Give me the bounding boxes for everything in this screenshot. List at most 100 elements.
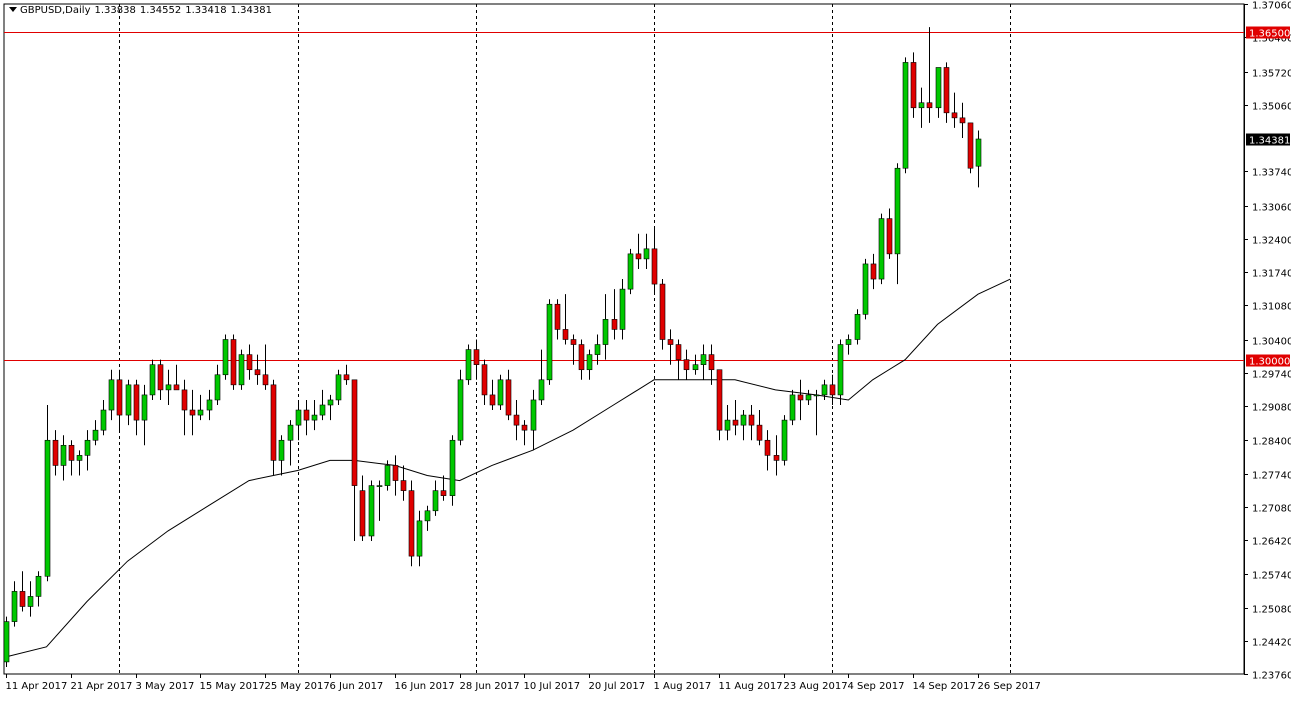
candle[interactable]: [700, 344, 707, 380]
candle[interactable]: [513, 399, 520, 441]
candle[interactable]: [505, 369, 512, 421]
candle[interactable]: [862, 258, 869, 320]
candle[interactable]: [870, 253, 877, 290]
candle[interactable]: [165, 369, 172, 405]
dropdown-triangle-icon[interactable]: [9, 7, 17, 12]
candle[interactable]: [230, 334, 237, 390]
candle[interactable]: [222, 334, 229, 380]
candle[interactable]: [27, 581, 34, 617]
candle[interactable]: [497, 374, 504, 411]
candle[interactable]: [246, 344, 253, 380]
candle[interactable]: [303, 399, 310, 436]
candle[interactable]: [52, 430, 59, 476]
candle[interactable]: [748, 404, 755, 441]
candle[interactable]: [659, 279, 666, 350]
candle[interactable]: [108, 369, 115, 421]
candle[interactable]: [886, 208, 893, 259]
candle[interactable]: [594, 334, 601, 365]
candle[interactable]: [400, 465, 407, 501]
candle[interactable]: [627, 248, 634, 295]
candle[interactable]: [68, 440, 75, 476]
candle[interactable]: [675, 339, 682, 380]
candle[interactable]: [926, 27, 933, 123]
candle[interactable]: [481, 359, 488, 405]
candle[interactable]: [416, 510, 423, 567]
candle[interactable]: [797, 379, 804, 421]
candle[interactable]: [254, 354, 261, 385]
candle[interactable]: [878, 213, 885, 285]
candle[interactable]: [538, 349, 545, 405]
candle[interactable]: [562, 294, 569, 345]
candle[interactable]: [781, 415, 788, 466]
candle[interactable]: [943, 62, 950, 123]
candle[interactable]: [829, 374, 836, 405]
candle[interactable]: [270, 379, 277, 476]
candle[interactable]: [546, 299, 553, 385]
candle[interactable]: [327, 394, 334, 421]
candle[interactable]: [764, 430, 771, 471]
candle[interactable]: [141, 384, 148, 446]
candle[interactable]: [35, 571, 42, 607]
candle[interactable]: [76, 450, 83, 476]
candle[interactable]: [449, 435, 456, 506]
candle[interactable]: [3, 616, 10, 667]
candle[interactable]: [740, 410, 747, 441]
candle[interactable]: [262, 344, 269, 390]
candle[interactable]: [789, 389, 796, 426]
candle[interactable]: [935, 67, 942, 118]
candle[interactable]: [457, 369, 464, 446]
candle[interactable]: [157, 359, 164, 400]
candle[interactable]: [19, 571, 26, 612]
candle[interactable]: [214, 364, 221, 405]
candle[interactable]: [489, 379, 496, 411]
candle[interactable]: [773, 435, 780, 476]
candle[interactable]: [521, 420, 528, 446]
candle[interactable]: [384, 460, 391, 491]
candle[interactable]: [181, 379, 188, 436]
candle[interactable]: [100, 399, 107, 436]
candle[interactable]: [570, 334, 577, 365]
candle[interactable]: [189, 389, 196, 436]
candle[interactable]: [197, 394, 204, 421]
candle[interactable]: [643, 233, 650, 269]
candle[interactable]: [951, 92, 958, 128]
candle[interactable]: [724, 404, 731, 441]
candle[interactable]: [692, 354, 699, 375]
candle[interactable]: [530, 389, 537, 451]
candle[interactable]: [611, 289, 618, 340]
candle[interactable]: [440, 475, 447, 501]
candle[interactable]: [44, 404, 51, 582]
candle[interactable]: [554, 299, 561, 340]
candle[interactable]: [465, 344, 472, 385]
candle[interactable]: [92, 420, 99, 446]
candle[interactable]: [368, 480, 375, 542]
candle[interactable]: [667, 329, 674, 365]
candle[interactable]: [11, 581, 18, 627]
candle[interactable]: [578, 339, 585, 380]
candle[interactable]: [602, 294, 609, 360]
candle[interactable]: [683, 349, 690, 380]
candle[interactable]: [902, 57, 909, 174]
candle[interactable]: [149, 359, 156, 400]
candle[interactable]: [173, 364, 180, 391]
candle[interactable]: [619, 279, 626, 340]
candle[interactable]: [756, 410, 763, 446]
candle[interactable]: [206, 389, 213, 421]
candle[interactable]: [432, 480, 439, 516]
candle[interactable]: [586, 349, 593, 380]
candle[interactable]: [60, 435, 67, 481]
candle[interactable]: [708, 344, 715, 385]
candle[interactable]: [335, 369, 342, 405]
candle[interactable]: [716, 369, 723, 441]
candle[interactable]: [821, 379, 828, 400]
candle[interactable]: [975, 130, 982, 188]
candle[interactable]: [392, 455, 399, 496]
candle[interactable]: [359, 475, 366, 542]
candle[interactable]: [635, 233, 642, 269]
candle[interactable]: [116, 369, 123, 431]
candle[interactable]: [651, 228, 658, 295]
candle[interactable]: [918, 87, 925, 128]
candle[interactable]: [125, 379, 132, 426]
